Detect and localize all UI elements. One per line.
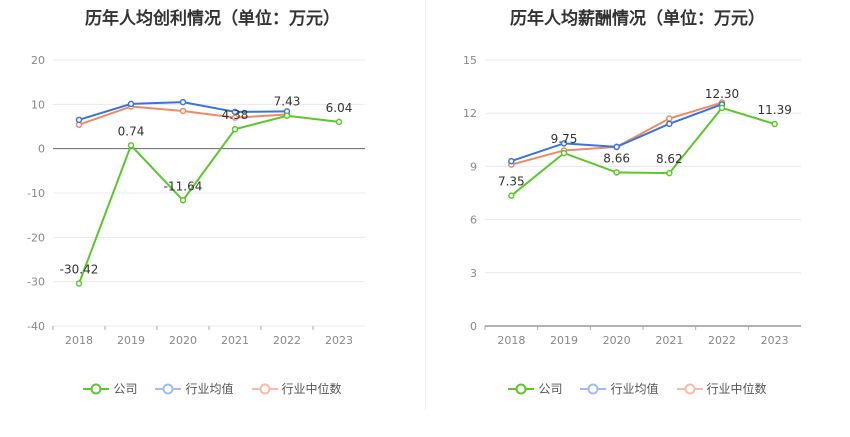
chart-legend: 公司 行业均值 行业中位数 <box>425 380 850 397</box>
x-tick-label: 2021 <box>221 334 249 347</box>
legend-company[interactable]: 公司 <box>508 380 562 397</box>
salary-chart-panel: 历年人均薪酬情况（单位：万元） 15 12 9 6 3 0 2018 2019 2020 2021… <box>425 0 850 437</box>
chart-title: 历年人均创利情况（单位：万元） <box>85 9 340 29</box>
y-tick-label: 0 <box>38 143 45 156</box>
chart-title: 历年人均薪酬情况（单位：万元） <box>510 9 765 29</box>
y-tick-label: -40 <box>27 320 45 333</box>
data-label: -30.42 <box>60 263 99 277</box>
legend-industry-median[interactable]: 行业中位数 <box>251 380 342 397</box>
data-label: 8.62 <box>656 152 683 166</box>
x-tick-label: 2023 <box>325 334 353 347</box>
x-tick-label: 2023 <box>761 334 789 347</box>
data-point-company <box>666 169 673 177</box>
profit-chart-panel: 历年人均创利情况（单位：万元） 20 10 0 -10 -20 -30 -40 2018 201… <box>0 9 425 397</box>
legend-industry-median-icon <box>676 383 703 394</box>
data-point-industry-avg <box>127 100 135 108</box>
legend-label: 行业中位数 <box>706 382 767 396</box>
data-point-industry-avg <box>560 140 568 147</box>
data-point-industry-median <box>666 115 673 122</box>
y-tick-label: 15 <box>463 54 477 67</box>
legend-label: 公司 <box>113 382 138 396</box>
data-point-company <box>283 112 291 119</box>
x-tick-label: 2021 <box>655 334 683 347</box>
y-tick-label: 6 <box>470 214 477 227</box>
data-point-company <box>179 197 187 204</box>
y-tick-label: -20 <box>27 231 45 244</box>
data-point-company <box>718 104 726 112</box>
profit-line-chart: 20 10 0 -10 -20 -30 -40 2018 2019 2020 2021 2022 202… <box>27 54 365 347</box>
x-tick-label: 2019 <box>550 334 578 347</box>
y-tick-label: 20 <box>31 54 45 67</box>
data-label: 8.66 <box>603 151 630 165</box>
data-label: 4.38 <box>222 108 249 122</box>
data-label: 7.35 <box>498 175 525 189</box>
legend-label: 行业中位数 <box>281 382 342 396</box>
panel-divider <box>425 0 426 410</box>
series-line-company <box>78 114 340 284</box>
x-tick-label: 2019 <box>117 334 145 347</box>
data-point-industry-median <box>179 107 187 115</box>
data-point-company <box>335 118 343 126</box>
series-line-company <box>510 106 775 197</box>
y-tick-label: 12 <box>463 107 477 120</box>
data-point-industry-median <box>231 114 239 121</box>
data-point-industry-avg <box>231 108 239 116</box>
salary-line-chart: 15 12 9 6 3 0 2018 2019 2020 2021 2022 2023 7.35 9.75… <box>463 54 801 347</box>
data-point-company <box>127 142 135 149</box>
legend-company-icon <box>508 383 535 394</box>
x-tick-label: 2022 <box>708 334 736 347</box>
data-label: 9.75 <box>551 132 578 146</box>
data-point-company <box>771 120 778 128</box>
y-tick-label: -30 <box>27 276 45 289</box>
x-tick-label: 2020 <box>169 334 197 347</box>
legend-industry-avg-icon <box>155 383 182 394</box>
legend-company[interactable]: 公司 <box>83 380 137 397</box>
legend-industry-median-icon <box>251 383 278 394</box>
data-point-company <box>560 149 568 157</box>
legend-industry-median[interactable]: 行业中位数 <box>676 380 767 397</box>
legend-company-icon <box>83 383 110 394</box>
legend-industry-avg[interactable]: 行业均值 <box>580 380 659 397</box>
data-label: 6.04 <box>326 101 353 115</box>
data-point-industry-avg <box>75 116 83 124</box>
legend-label: 公司 <box>538 382 563 396</box>
data-point-company <box>75 280 83 287</box>
legend-label: 行业均值 <box>610 382 659 396</box>
data-label: 7.43 <box>274 95 301 109</box>
chart-legend: 公司 行业均值 行业中位数 <box>0 380 425 397</box>
x-tick-label: 2018 <box>497 334 525 347</box>
data-point-industry-avg <box>508 157 515 165</box>
legend-industry-avg[interactable]: 行业均值 <box>155 380 234 397</box>
y-tick-label: 3 <box>470 267 477 280</box>
data-label: 12.30 <box>705 87 739 101</box>
data-point-industry-avg <box>179 98 187 106</box>
x-tick-label: 2018 <box>65 334 93 347</box>
legend-industry-avg-icon <box>580 383 607 394</box>
data-point-company <box>613 169 620 176</box>
data-label: 11.39 <box>757 103 791 117</box>
y-tick-label: 10 <box>31 98 45 111</box>
data-label: 0.74 <box>118 124 145 138</box>
x-tick-label: 2020 <box>603 334 631 347</box>
y-tick-label: -10 <box>27 187 45 200</box>
y-tick-label: 9 <box>470 160 477 173</box>
x-tick-label: 2022 <box>273 334 301 347</box>
data-point-company <box>508 192 515 199</box>
legend-label: 行业均值 <box>185 382 234 396</box>
data-point-industry-avg <box>666 120 673 128</box>
y-tick-label: 0 <box>470 320 477 333</box>
data-point-industry-avg <box>613 143 620 151</box>
data-label: -11.64 <box>164 179 203 193</box>
data-point-company <box>231 125 239 133</box>
